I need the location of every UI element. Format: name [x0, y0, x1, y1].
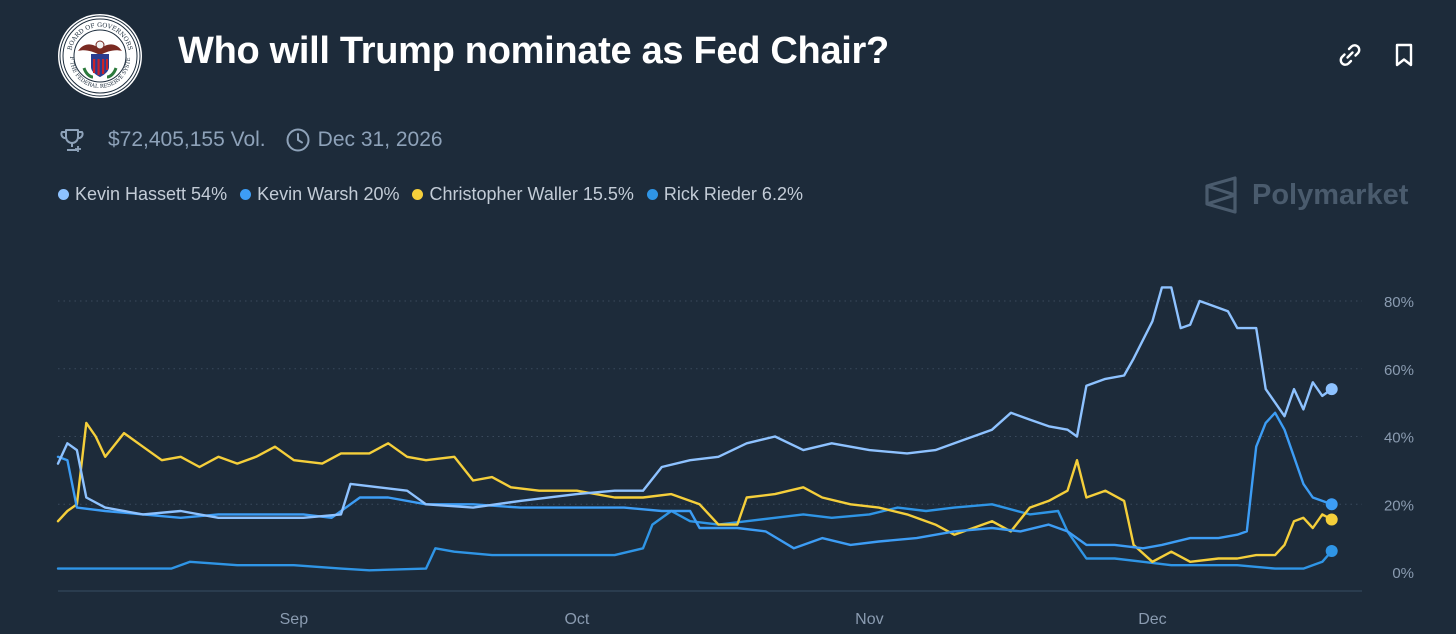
chart-legend: Kevin Hassett 54% Kevin Warsh 20% Christ…	[58, 184, 816, 205]
end-date-text: Dec 31, 2026	[317, 128, 443, 151]
series-lines	[56, 286, 1333, 572]
y-tick-label: 40%	[1384, 430, 1414, 447]
fed-reserve-logo: BOARD OF GOVERNORS OF THE FEDERAL RESERV…	[58, 14, 142, 98]
grid-lines	[58, 300, 1362, 505]
brand-name: Polymarket	[1252, 178, 1409, 211]
end-dot-kevin-warsh	[1325, 498, 1338, 511]
x-tick-label: Dec	[1138, 611, 1166, 628]
market-title: Who will Trump nominate as Fed Chair?	[178, 30, 889, 72]
link-icon[interactable]	[1335, 40, 1365, 70]
legend-item-warsh[interactable]: Kevin Warsh 20%	[240, 184, 399, 205]
volume-text: $72,405,155 Vol.	[108, 128, 266, 151]
polymarket-logo-icon	[1205, 176, 1237, 214]
legend-label: Kevin Warsh 20%	[257, 184, 400, 204]
end-dot-christopher-waller	[1325, 513, 1338, 526]
legend-item-hassett[interactable]: Kevin Hassett 54%	[58, 184, 227, 205]
legend-dot	[646, 189, 658, 200]
y-tick-label: 60%	[1384, 362, 1414, 379]
legend-dot	[412, 189, 424, 200]
series-line-christopher-waller[interactable]	[56, 421, 1333, 563]
end-dot-kevin-hassett	[1325, 383, 1338, 396]
bookmark-icon[interactable]	[1389, 40, 1419, 70]
y-tick-label: 80%	[1384, 294, 1414, 311]
market-meta: $72,405,155 Vol. Dec 31, 2026	[58, 124, 443, 156]
series-end-dots	[1325, 383, 1338, 557]
series-line-kevin-warsh[interactable]	[56, 411, 1333, 550]
legend-item-rieder[interactable]: Rick Rieder 6.2%	[646, 184, 803, 205]
axes: 0% 20% 40% 60% 80% Sep Oct Nov Dec	[58, 294, 1414, 628]
x-tick-label: Oct	[564, 611, 589, 628]
x-tick-label: Nov	[855, 611, 883, 628]
clock-icon	[284, 126, 312, 154]
legend-dot	[58, 189, 69, 200]
x-tick-label: Sep	[280, 611, 309, 628]
series-line-kevin-hassett[interactable]	[56, 286, 1333, 519]
trophy-icon	[58, 126, 86, 154]
polymarket-watermark: Polymarket	[1204, 176, 1408, 214]
legend-label: Rick Rieder 6.2%	[663, 184, 803, 204]
legend-item-waller[interactable]: Christopher Waller 15.5%	[412, 184, 634, 205]
legend-label: Christopher Waller 15.5%	[429, 184, 634, 204]
y-tick-label: 0%	[1392, 565, 1414, 582]
legend-label: Kevin Hassett 54%	[75, 184, 228, 204]
end-dot-rick-rieder	[1325, 544, 1338, 557]
legend-dot	[240, 189, 252, 200]
y-tick-label: 20%	[1384, 497, 1414, 514]
